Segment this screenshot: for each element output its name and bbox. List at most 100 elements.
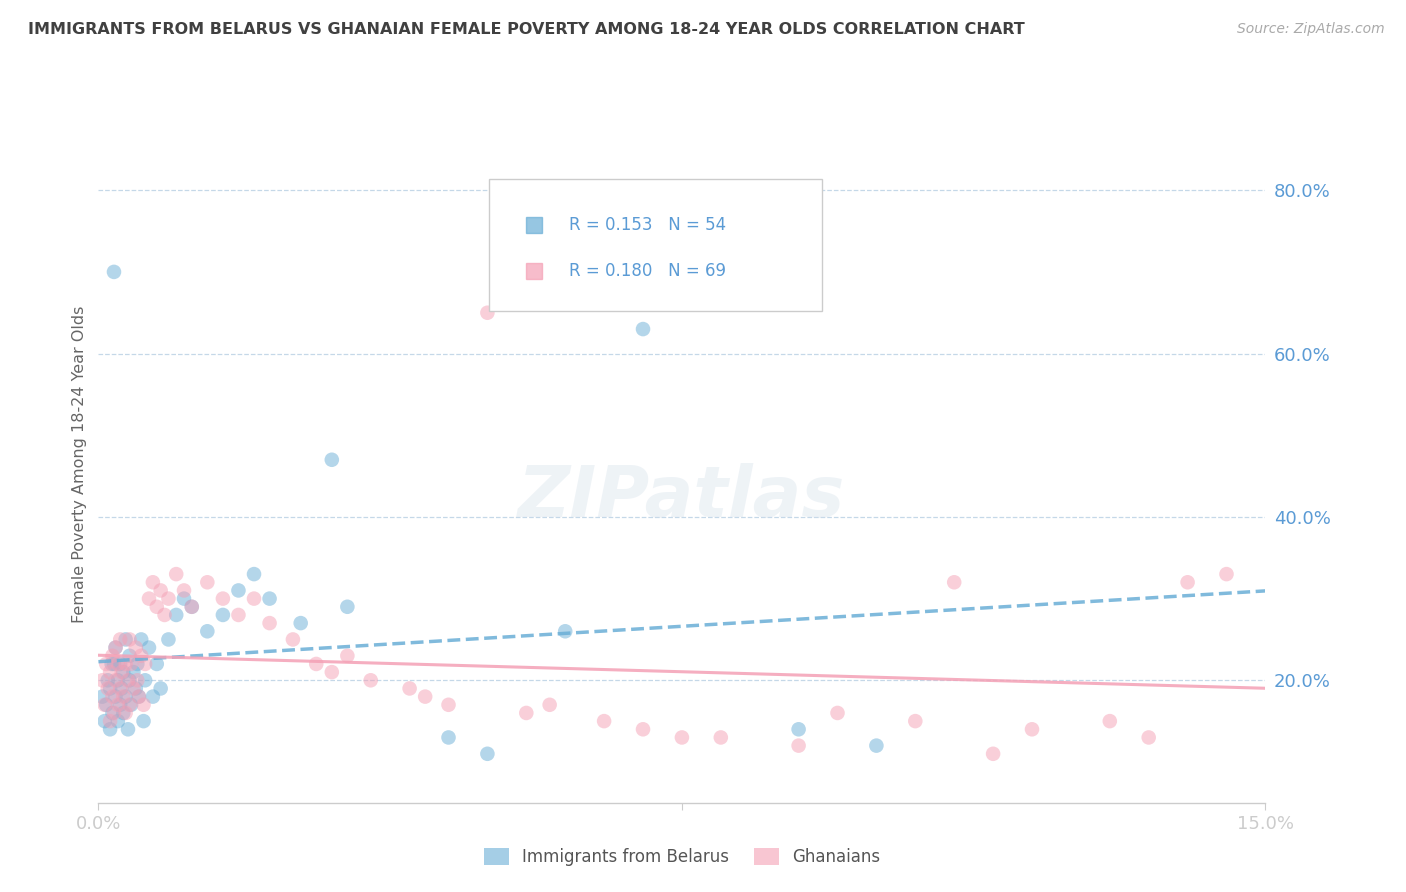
Point bbox=[515, 706, 537, 720]
Point bbox=[138, 591, 160, 606]
Point bbox=[118, 632, 141, 647]
Y-axis label: Female Poverty Among 18-24 Year Olds: Female Poverty Among 18-24 Year Olds bbox=[72, 305, 87, 623]
Point bbox=[128, 690, 150, 704]
Point bbox=[98, 714, 121, 728]
Point bbox=[477, 747, 499, 761]
Point bbox=[787, 723, 810, 737]
Point bbox=[1021, 723, 1043, 737]
Text: ZIPatlas: ZIPatlas bbox=[519, 463, 845, 533]
Point bbox=[114, 690, 136, 704]
Point bbox=[142, 690, 165, 704]
Point bbox=[138, 640, 160, 655]
Point bbox=[98, 681, 121, 696]
Point bbox=[904, 714, 927, 728]
Point bbox=[108, 632, 131, 647]
Point bbox=[107, 673, 129, 688]
FancyBboxPatch shape bbox=[489, 179, 823, 311]
Point bbox=[128, 690, 150, 704]
Point bbox=[129, 632, 152, 647]
Point bbox=[120, 657, 142, 671]
Point bbox=[671, 731, 693, 745]
Point bbox=[157, 632, 180, 647]
Point bbox=[101, 706, 124, 720]
Point bbox=[212, 591, 235, 606]
Point bbox=[96, 698, 118, 712]
Point bbox=[157, 591, 180, 606]
Point bbox=[173, 591, 195, 606]
Point bbox=[336, 648, 359, 663]
Point bbox=[96, 657, 118, 671]
Point bbox=[97, 673, 120, 688]
Point bbox=[98, 665, 121, 679]
Point bbox=[122, 665, 145, 679]
Point bbox=[259, 616, 281, 631]
Point bbox=[437, 698, 460, 712]
Legend: Immigrants from Belarus, Ghanaians: Immigrants from Belarus, Ghanaians bbox=[477, 841, 887, 872]
Point bbox=[107, 698, 129, 712]
Point bbox=[114, 706, 136, 720]
Point bbox=[112, 706, 135, 720]
Point bbox=[336, 599, 359, 614]
Point bbox=[146, 657, 169, 671]
Point bbox=[111, 681, 134, 696]
Point bbox=[134, 657, 156, 671]
Point bbox=[111, 665, 134, 679]
Point bbox=[1098, 714, 1121, 728]
Point bbox=[134, 673, 156, 688]
Point bbox=[631, 322, 654, 336]
Point bbox=[538, 698, 561, 712]
Point bbox=[212, 607, 235, 622]
Point bbox=[243, 591, 266, 606]
Point bbox=[122, 681, 145, 696]
Text: Source: ZipAtlas.com: Source: ZipAtlas.com bbox=[1237, 22, 1385, 37]
Point bbox=[413, 690, 436, 704]
Point bbox=[118, 648, 141, 663]
Point bbox=[118, 698, 141, 712]
Point bbox=[117, 723, 139, 737]
Point bbox=[114, 632, 136, 647]
Point bbox=[180, 599, 202, 614]
Point bbox=[101, 648, 124, 663]
Point bbox=[398, 681, 420, 696]
Point bbox=[93, 714, 115, 728]
Point bbox=[981, 747, 1004, 761]
Text: R = 0.153   N = 54: R = 0.153 N = 54 bbox=[568, 216, 725, 235]
Point bbox=[554, 624, 576, 639]
Point bbox=[321, 452, 343, 467]
Point bbox=[259, 591, 281, 606]
Point bbox=[108, 657, 131, 671]
Point bbox=[117, 673, 139, 688]
Point bbox=[101, 690, 124, 704]
Point bbox=[943, 575, 966, 590]
Point bbox=[129, 648, 152, 663]
Point bbox=[107, 657, 129, 671]
Point bbox=[827, 706, 849, 720]
Point bbox=[1137, 731, 1160, 745]
Point bbox=[228, 583, 250, 598]
Text: IMMIGRANTS FROM BELARUS VS GHANAIAN FEMALE POVERTY AMONG 18-24 YEAR OLDS CORRELA: IMMIGRANTS FROM BELARUS VS GHANAIAN FEMA… bbox=[28, 22, 1025, 37]
Point bbox=[290, 616, 312, 631]
Point bbox=[593, 714, 616, 728]
Point bbox=[195, 575, 218, 590]
Point bbox=[103, 706, 125, 720]
Point bbox=[91, 673, 114, 688]
Point bbox=[228, 607, 250, 622]
Text: R = 0.180   N = 69: R = 0.180 N = 69 bbox=[568, 261, 725, 279]
Point bbox=[104, 640, 127, 655]
Point bbox=[149, 681, 172, 696]
Point bbox=[360, 673, 382, 688]
Point bbox=[127, 673, 149, 688]
Point bbox=[103, 265, 125, 279]
Point bbox=[112, 665, 135, 679]
Point bbox=[165, 607, 187, 622]
Point bbox=[125, 681, 148, 696]
Point bbox=[107, 714, 129, 728]
Point bbox=[437, 731, 460, 745]
Point bbox=[125, 640, 148, 655]
Point bbox=[104, 640, 127, 655]
Point bbox=[165, 567, 187, 582]
Point bbox=[97, 681, 120, 696]
Point bbox=[132, 698, 155, 712]
Point bbox=[104, 673, 127, 688]
Point bbox=[321, 665, 343, 679]
